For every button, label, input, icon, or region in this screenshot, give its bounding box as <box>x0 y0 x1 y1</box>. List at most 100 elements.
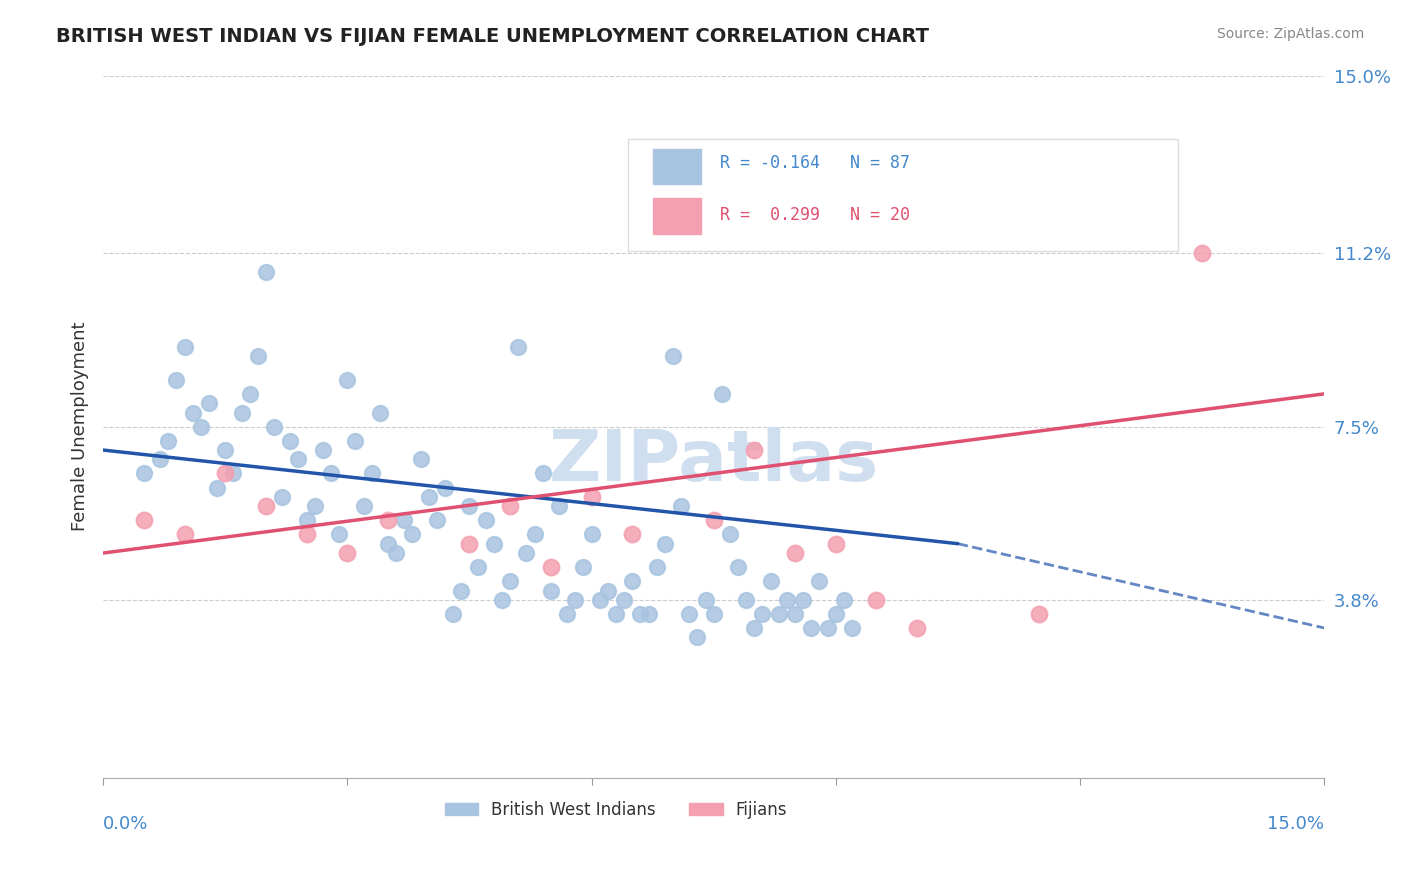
Point <box>418 490 440 504</box>
Point <box>173 527 195 541</box>
Point <box>792 592 814 607</box>
Point <box>239 387 262 401</box>
Point <box>800 621 823 635</box>
Point <box>214 467 236 481</box>
Point <box>181 406 204 420</box>
Point <box>808 574 831 589</box>
Point <box>450 583 472 598</box>
Point <box>572 560 595 574</box>
Point <box>312 443 335 458</box>
Text: R = -0.164   N = 87: R = -0.164 N = 87 <box>720 154 910 172</box>
Point <box>173 340 195 354</box>
Point <box>1028 607 1050 621</box>
Point <box>287 452 309 467</box>
Point <box>824 607 846 621</box>
Point <box>336 546 359 560</box>
Point <box>441 607 464 621</box>
Point <box>832 592 855 607</box>
Point <box>703 607 725 621</box>
Point <box>531 467 554 481</box>
Point <box>214 443 236 458</box>
Point <box>564 592 586 607</box>
Point <box>360 467 382 481</box>
Point <box>613 592 636 607</box>
Text: Source: ZipAtlas.com: Source: ZipAtlas.com <box>1216 27 1364 41</box>
Text: ZIPatlas: ZIPatlas <box>548 427 879 496</box>
Point <box>271 490 294 504</box>
Point <box>458 537 481 551</box>
Point <box>686 630 709 644</box>
Point <box>654 537 676 551</box>
Bar <box>652 198 702 234</box>
Point <box>165 373 187 387</box>
Point <box>621 574 644 589</box>
Point <box>409 452 432 467</box>
Point <box>246 350 269 364</box>
Point <box>205 481 228 495</box>
Point <box>157 434 180 448</box>
Point <box>254 500 277 514</box>
Point <box>718 527 741 541</box>
Point <box>377 513 399 527</box>
Point <box>231 406 253 420</box>
Text: R =  0.299   N = 20: R = 0.299 N = 20 <box>720 205 910 224</box>
Point <box>368 406 391 420</box>
Point <box>589 592 612 607</box>
Point <box>336 373 359 387</box>
Point <box>132 513 155 527</box>
Point <box>678 607 700 621</box>
Point <box>744 621 766 635</box>
Point <box>669 500 692 514</box>
Point <box>744 443 766 458</box>
Point <box>768 607 790 621</box>
Point <box>540 583 562 598</box>
Point <box>254 265 277 279</box>
Point <box>515 546 537 560</box>
Point <box>434 481 457 495</box>
Bar <box>652 149 702 185</box>
Point <box>905 621 928 635</box>
Point <box>385 546 408 560</box>
Point <box>198 396 221 410</box>
Point <box>474 513 496 527</box>
Point <box>222 467 245 481</box>
Text: BRITISH WEST INDIAN VS FIJIAN FEMALE UNEMPLOYMENT CORRELATION CHART: BRITISH WEST INDIAN VS FIJIAN FEMALE UNE… <box>56 27 929 45</box>
Point <box>377 537 399 551</box>
Point <box>482 537 505 551</box>
Point <box>458 500 481 514</box>
Point <box>776 592 799 607</box>
Point <box>783 607 806 621</box>
Point <box>304 500 326 514</box>
Point <box>841 621 863 635</box>
Point <box>491 592 513 607</box>
Point <box>499 574 522 589</box>
Point <box>508 340 530 354</box>
Point <box>735 592 758 607</box>
Point <box>149 452 172 467</box>
Point <box>605 607 627 621</box>
Point <box>401 527 423 541</box>
Point <box>596 583 619 598</box>
Point <box>344 434 367 448</box>
Point <box>824 537 846 551</box>
Point <box>637 607 659 621</box>
Point <box>263 419 285 434</box>
Y-axis label: Female Unemployment: Female Unemployment <box>72 322 89 532</box>
Point <box>353 500 375 514</box>
Point <box>581 490 603 504</box>
Point <box>190 419 212 434</box>
Text: 0.0%: 0.0% <box>103 815 149 833</box>
Point <box>328 527 350 541</box>
Point <box>703 513 725 527</box>
Point <box>132 467 155 481</box>
Point <box>467 560 489 574</box>
Point <box>295 527 318 541</box>
Point <box>581 527 603 541</box>
Point <box>540 560 562 574</box>
Point <box>759 574 782 589</box>
Point <box>1191 246 1213 260</box>
Point <box>548 500 571 514</box>
Point <box>555 607 578 621</box>
Point <box>817 621 839 635</box>
Point <box>280 434 302 448</box>
